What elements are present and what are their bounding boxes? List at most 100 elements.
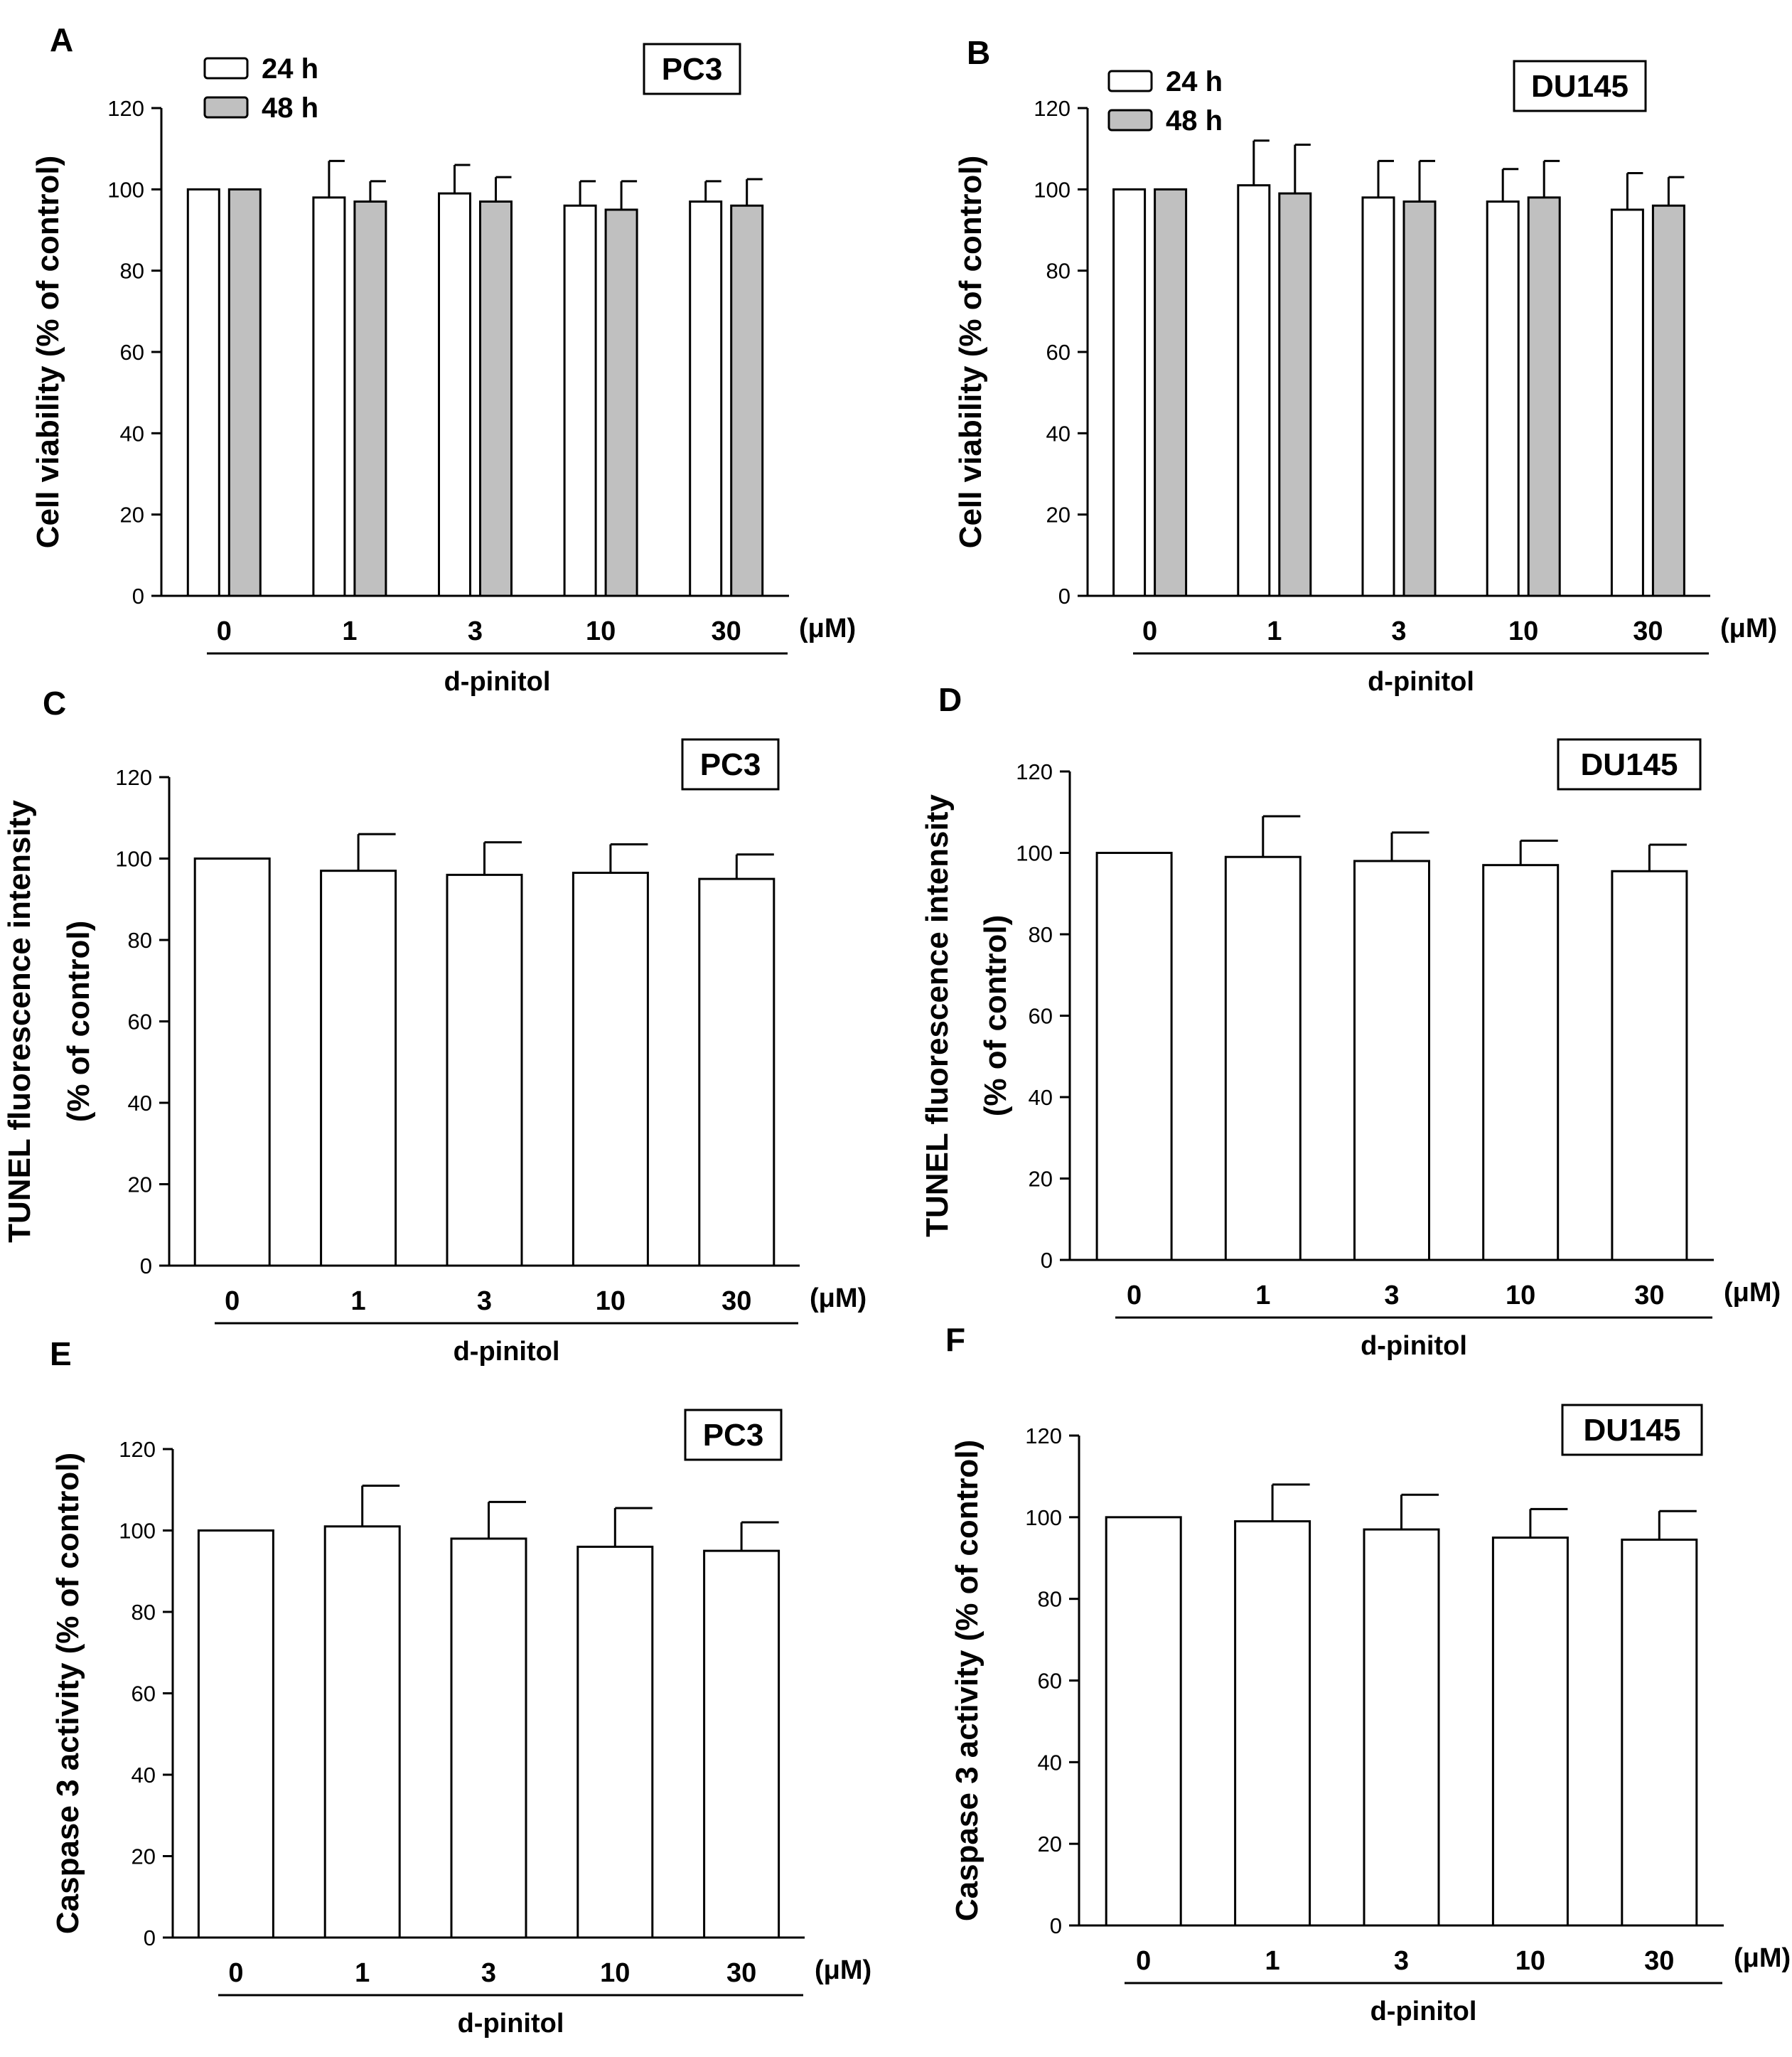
y-tick-label: 0 bbox=[1050, 1913, 1062, 1938]
bar bbox=[186, 188, 220, 597]
y-tick-label: 20 bbox=[1046, 503, 1071, 528]
legend-label: 24 h bbox=[1166, 66, 1223, 97]
y-tick-label: 120 bbox=[1016, 759, 1053, 784]
x-group-label: d-pinitol bbox=[454, 1337, 560, 1367]
x-tick-label: 1 bbox=[342, 616, 357, 646]
bar bbox=[1611, 870, 1688, 1261]
x-tick-label: 10 bbox=[600, 1958, 630, 1988]
legend-swatch bbox=[1107, 109, 1153, 132]
legend-label: 48 h bbox=[262, 92, 318, 124]
bar bbox=[1105, 1516, 1182, 1927]
bar bbox=[1651, 204, 1685, 597]
bar bbox=[323, 1525, 401, 1939]
bar bbox=[227, 188, 262, 597]
bar bbox=[353, 200, 387, 597]
y-tick-label: 20 bbox=[1038, 1832, 1062, 1856]
bar bbox=[1482, 864, 1560, 1261]
x-tick-label: 10 bbox=[586, 616, 616, 646]
cell-line-label: PC3 bbox=[703, 1418, 764, 1453]
y-tick-label: 60 bbox=[132, 1682, 156, 1706]
y-tick-label: 60 bbox=[120, 340, 144, 365]
bar bbox=[320, 870, 397, 1267]
bar bbox=[1610, 208, 1644, 597]
bar bbox=[1361, 196, 1395, 597]
y-tick-label: 40 bbox=[1038, 1750, 1062, 1775]
x-group-label: d-pinitol bbox=[1361, 1331, 1467, 1361]
y-tick-label: 80 bbox=[120, 259, 144, 284]
cell-line-box bbox=[1557, 738, 1702, 791]
y-tick-label: 0 bbox=[140, 1254, 152, 1278]
x-tick-label: 30 bbox=[712, 616, 741, 646]
y-tick-label: 40 bbox=[1046, 421, 1071, 446]
y-axis-title: (% of control) bbox=[978, 915, 1013, 1117]
x-tick-label: 3 bbox=[468, 616, 483, 646]
bar bbox=[576, 1545, 654, 1939]
x-tick-label: 1 bbox=[355, 1958, 370, 1988]
bar bbox=[1621, 1538, 1698, 1927]
bar bbox=[197, 1529, 274, 1939]
y-tick-label: 120 bbox=[115, 765, 152, 790]
x-tick-label: 30 bbox=[1644, 1946, 1674, 1976]
x-group-label: d-pinitol bbox=[458, 2009, 564, 2039]
bar bbox=[604, 208, 638, 597]
bar bbox=[1095, 852, 1173, 1261]
y-tick-label: 20 bbox=[1029, 1167, 1053, 1192]
x-tick-label: 10 bbox=[1508, 616, 1538, 646]
bar bbox=[479, 200, 513, 597]
y-tick-label: 20 bbox=[128, 1172, 152, 1197]
x-tick-label: 10 bbox=[1515, 1946, 1545, 1976]
x-tick-label: 1 bbox=[1265, 1946, 1280, 1976]
x-tick-label: 3 bbox=[481, 1958, 496, 1988]
bar bbox=[312, 196, 346, 597]
x-tick-label: 1 bbox=[351, 1286, 366, 1316]
unit-label: (μM) bbox=[1720, 614, 1777, 643]
bar bbox=[703, 1549, 780, 1939]
y-tick-label: 40 bbox=[1029, 1085, 1053, 1110]
panel-letter: A bbox=[50, 21, 73, 58]
y-tick-label: 120 bbox=[107, 96, 144, 121]
x-tick-label: 3 bbox=[477, 1286, 492, 1316]
x-tick-label: 0 bbox=[1136, 1946, 1151, 1976]
bar bbox=[1527, 196, 1561, 597]
x-tick-label: 0 bbox=[217, 616, 232, 646]
y-tick-label: 0 bbox=[1041, 1248, 1053, 1273]
panel-letter: B bbox=[967, 34, 990, 71]
panel-letter: F bbox=[945, 1321, 965, 1358]
y-tick-label: 60 bbox=[1038, 1669, 1062, 1694]
panel-letter: C bbox=[43, 685, 66, 722]
bar bbox=[438, 192, 471, 597]
bar bbox=[1278, 192, 1312, 597]
bar bbox=[1154, 188, 1188, 597]
bar bbox=[1353, 860, 1430, 1261]
bar bbox=[572, 872, 649, 1267]
x-tick-label: 1 bbox=[1267, 616, 1282, 646]
legend-swatch bbox=[203, 96, 249, 119]
y-axis-title: (% of control) bbox=[61, 921, 96, 1123]
y-axis-title: Caspase 3 activity (% of control) bbox=[50, 1453, 85, 1934]
bar bbox=[730, 204, 764, 597]
y-axis-title: TUNEL fluorescence intensity bbox=[2, 800, 37, 1243]
y-tick-label: 120 bbox=[1034, 96, 1071, 121]
y-tick-label: 120 bbox=[1025, 1423, 1062, 1448]
bar bbox=[698, 877, 776, 1267]
x-tick-label: 3 bbox=[1384, 1281, 1399, 1310]
y-axis-title: Cell viability (% of control) bbox=[953, 156, 988, 549]
bar bbox=[450, 1537, 527, 1939]
y-tick-label: 100 bbox=[119, 1519, 156, 1544]
y-tick-label: 100 bbox=[107, 177, 144, 202]
panel-letter: E bbox=[50, 1335, 72, 1372]
bar bbox=[689, 200, 723, 597]
legend: 24 h 48 h bbox=[1107, 66, 1223, 137]
y-axis-title: Cell viability (% of control) bbox=[31, 156, 65, 549]
y-tick-label: 40 bbox=[128, 1091, 152, 1116]
y-tick-label: 40 bbox=[132, 1763, 156, 1788]
legend-swatch bbox=[1107, 70, 1153, 92]
y-tick-label: 100 bbox=[1016, 841, 1053, 866]
x-tick-label: 3 bbox=[1394, 1946, 1409, 1976]
unit-label: (μM) bbox=[1724, 1278, 1781, 1308]
chart-panel-F: F 0 20 40 60 80 100 120 0 1 3 10 30 (μM) d-pinitol Casp… bbox=[945, 1321, 1791, 2026]
y-tick-label: 60 bbox=[1029, 1004, 1053, 1029]
y-tick-label: 120 bbox=[119, 1437, 156, 1462]
x-tick-label: 30 bbox=[1633, 616, 1663, 646]
